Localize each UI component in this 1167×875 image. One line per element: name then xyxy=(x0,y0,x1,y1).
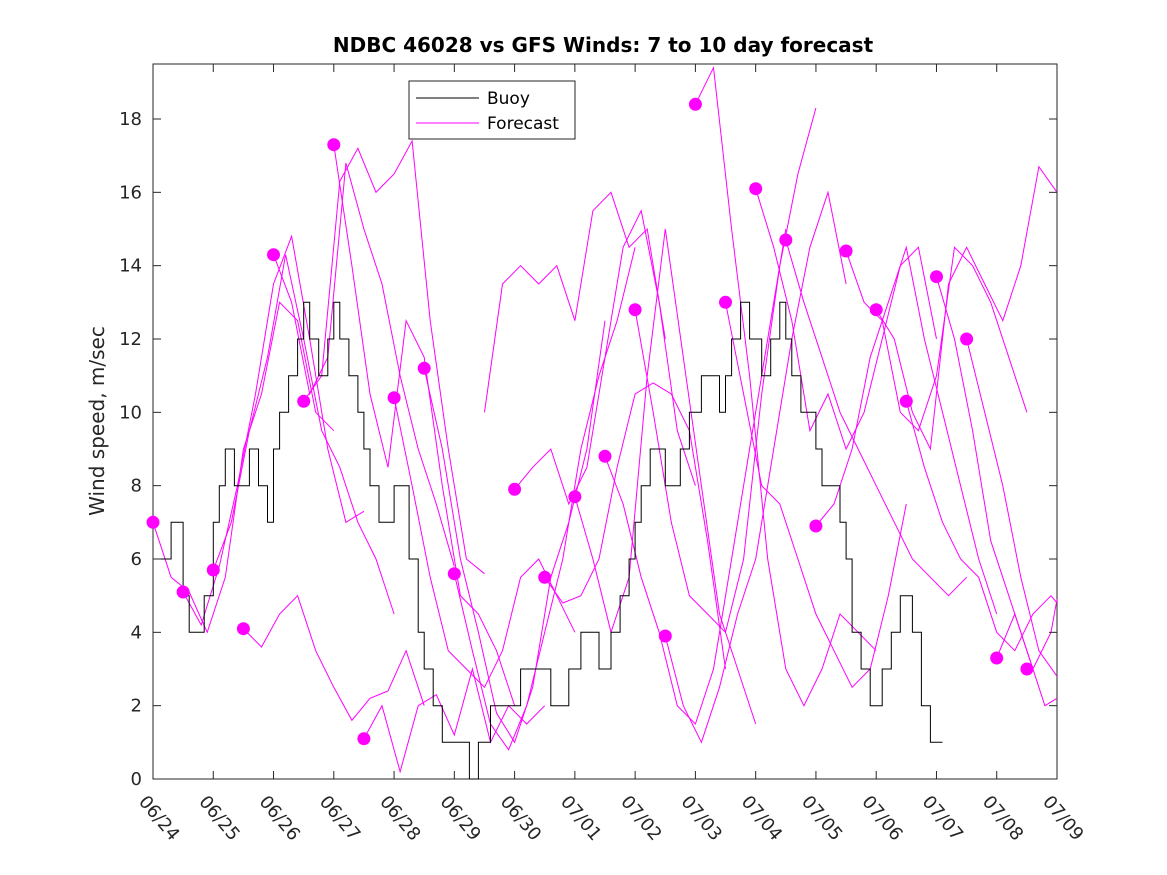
forecast-marker-27 xyxy=(990,651,1004,665)
y-axis-label: Wind speed, m/sec xyxy=(85,326,109,516)
forecast-line-26 xyxy=(936,276,1058,707)
forecast-marker-6 xyxy=(327,138,341,152)
forecast-marker-9 xyxy=(417,361,431,375)
forecast-marker-20 xyxy=(779,233,793,247)
forecast-marker-0 xyxy=(146,515,160,529)
y-tick-label-0: 0 xyxy=(131,769,142,790)
forecast-line-11 xyxy=(484,191,666,413)
forecast-marker-15 xyxy=(628,303,642,317)
forecast-marker-1 xyxy=(176,585,190,599)
forecast-series-group xyxy=(152,65,1058,774)
axes-box xyxy=(152,63,1058,780)
forecast-marker-11 xyxy=(508,482,522,496)
forecast-line-22 xyxy=(815,245,998,615)
forecast-marker-12 xyxy=(538,570,552,584)
legend: Buoy Forecast xyxy=(408,80,576,140)
plot-area xyxy=(146,63,1058,780)
forecast-line-5 xyxy=(303,139,485,575)
forecast-marker-22 xyxy=(839,244,853,258)
y-tick-label-2: 4 xyxy=(131,622,142,643)
legend-buoy-label: Buoy xyxy=(487,89,530,109)
y-tick-label-5: 10 xyxy=(119,402,142,423)
y-tick-label-7: 14 xyxy=(119,256,142,277)
forecast-marker-18 xyxy=(719,295,732,309)
forecast-marker-26 xyxy=(960,332,974,346)
forecast-line-21 xyxy=(785,239,967,597)
forecast-marker-4 xyxy=(267,248,280,262)
y-tick-label-9: 18 xyxy=(119,109,142,130)
forecast-line-12 xyxy=(514,209,696,506)
forecast-marker-7 xyxy=(357,732,371,746)
forecast-line-7 xyxy=(363,667,546,774)
forecast-line-24 xyxy=(875,165,1058,451)
forecast-marker-10 xyxy=(447,567,461,581)
forecast-line-19 xyxy=(725,302,907,689)
forecast-marker-8 xyxy=(387,391,401,405)
y-tick-label-1: 2 xyxy=(131,696,142,717)
forecast-marker-16 xyxy=(658,629,672,643)
forecast-line-20 xyxy=(755,188,937,451)
buoy-line xyxy=(153,301,943,780)
forecast-marker-19 xyxy=(749,182,763,196)
forecast-marker-21 xyxy=(809,519,823,533)
legend-forecast-label: Forecast xyxy=(487,114,559,134)
forecast-marker-13 xyxy=(568,490,582,504)
y-tick-label-4: 8 xyxy=(131,476,142,497)
forecast-marker-28 xyxy=(1020,662,1034,676)
forecast-line-3 xyxy=(243,594,425,722)
y-tick-label-3: 6 xyxy=(131,549,142,570)
forecast-marker-5 xyxy=(297,394,311,408)
forecast-marker-2 xyxy=(206,563,220,577)
forecast-line-6 xyxy=(333,144,516,706)
forecast-marker-17 xyxy=(688,97,702,111)
y-axis: 0 2 4 6 8 10 12 14 16 18 xyxy=(119,109,1057,790)
forecast-line-27 xyxy=(966,338,1058,677)
forecast-line-25 xyxy=(905,401,1058,652)
chart-title: NDBC 46028 vs GFS Winds: 7 to 10 day for… xyxy=(333,33,874,57)
forecast-line-13 xyxy=(544,382,726,670)
forecast-line-18 xyxy=(694,65,877,707)
forecast-marker-24 xyxy=(899,394,913,408)
legend-box xyxy=(408,80,576,140)
forecast-marker-group xyxy=(146,97,1034,746)
forecast-marker-3 xyxy=(236,622,250,636)
forecast-line-17 xyxy=(664,190,847,744)
forecast-marker-23 xyxy=(869,303,883,317)
y-tick-label-6: 12 xyxy=(119,329,142,350)
forecast-marker-25 xyxy=(930,270,943,284)
y-tick-label-8: 16 xyxy=(119,182,142,203)
forecast-marker-14 xyxy=(598,449,612,463)
forecast-line-4 xyxy=(273,162,455,567)
